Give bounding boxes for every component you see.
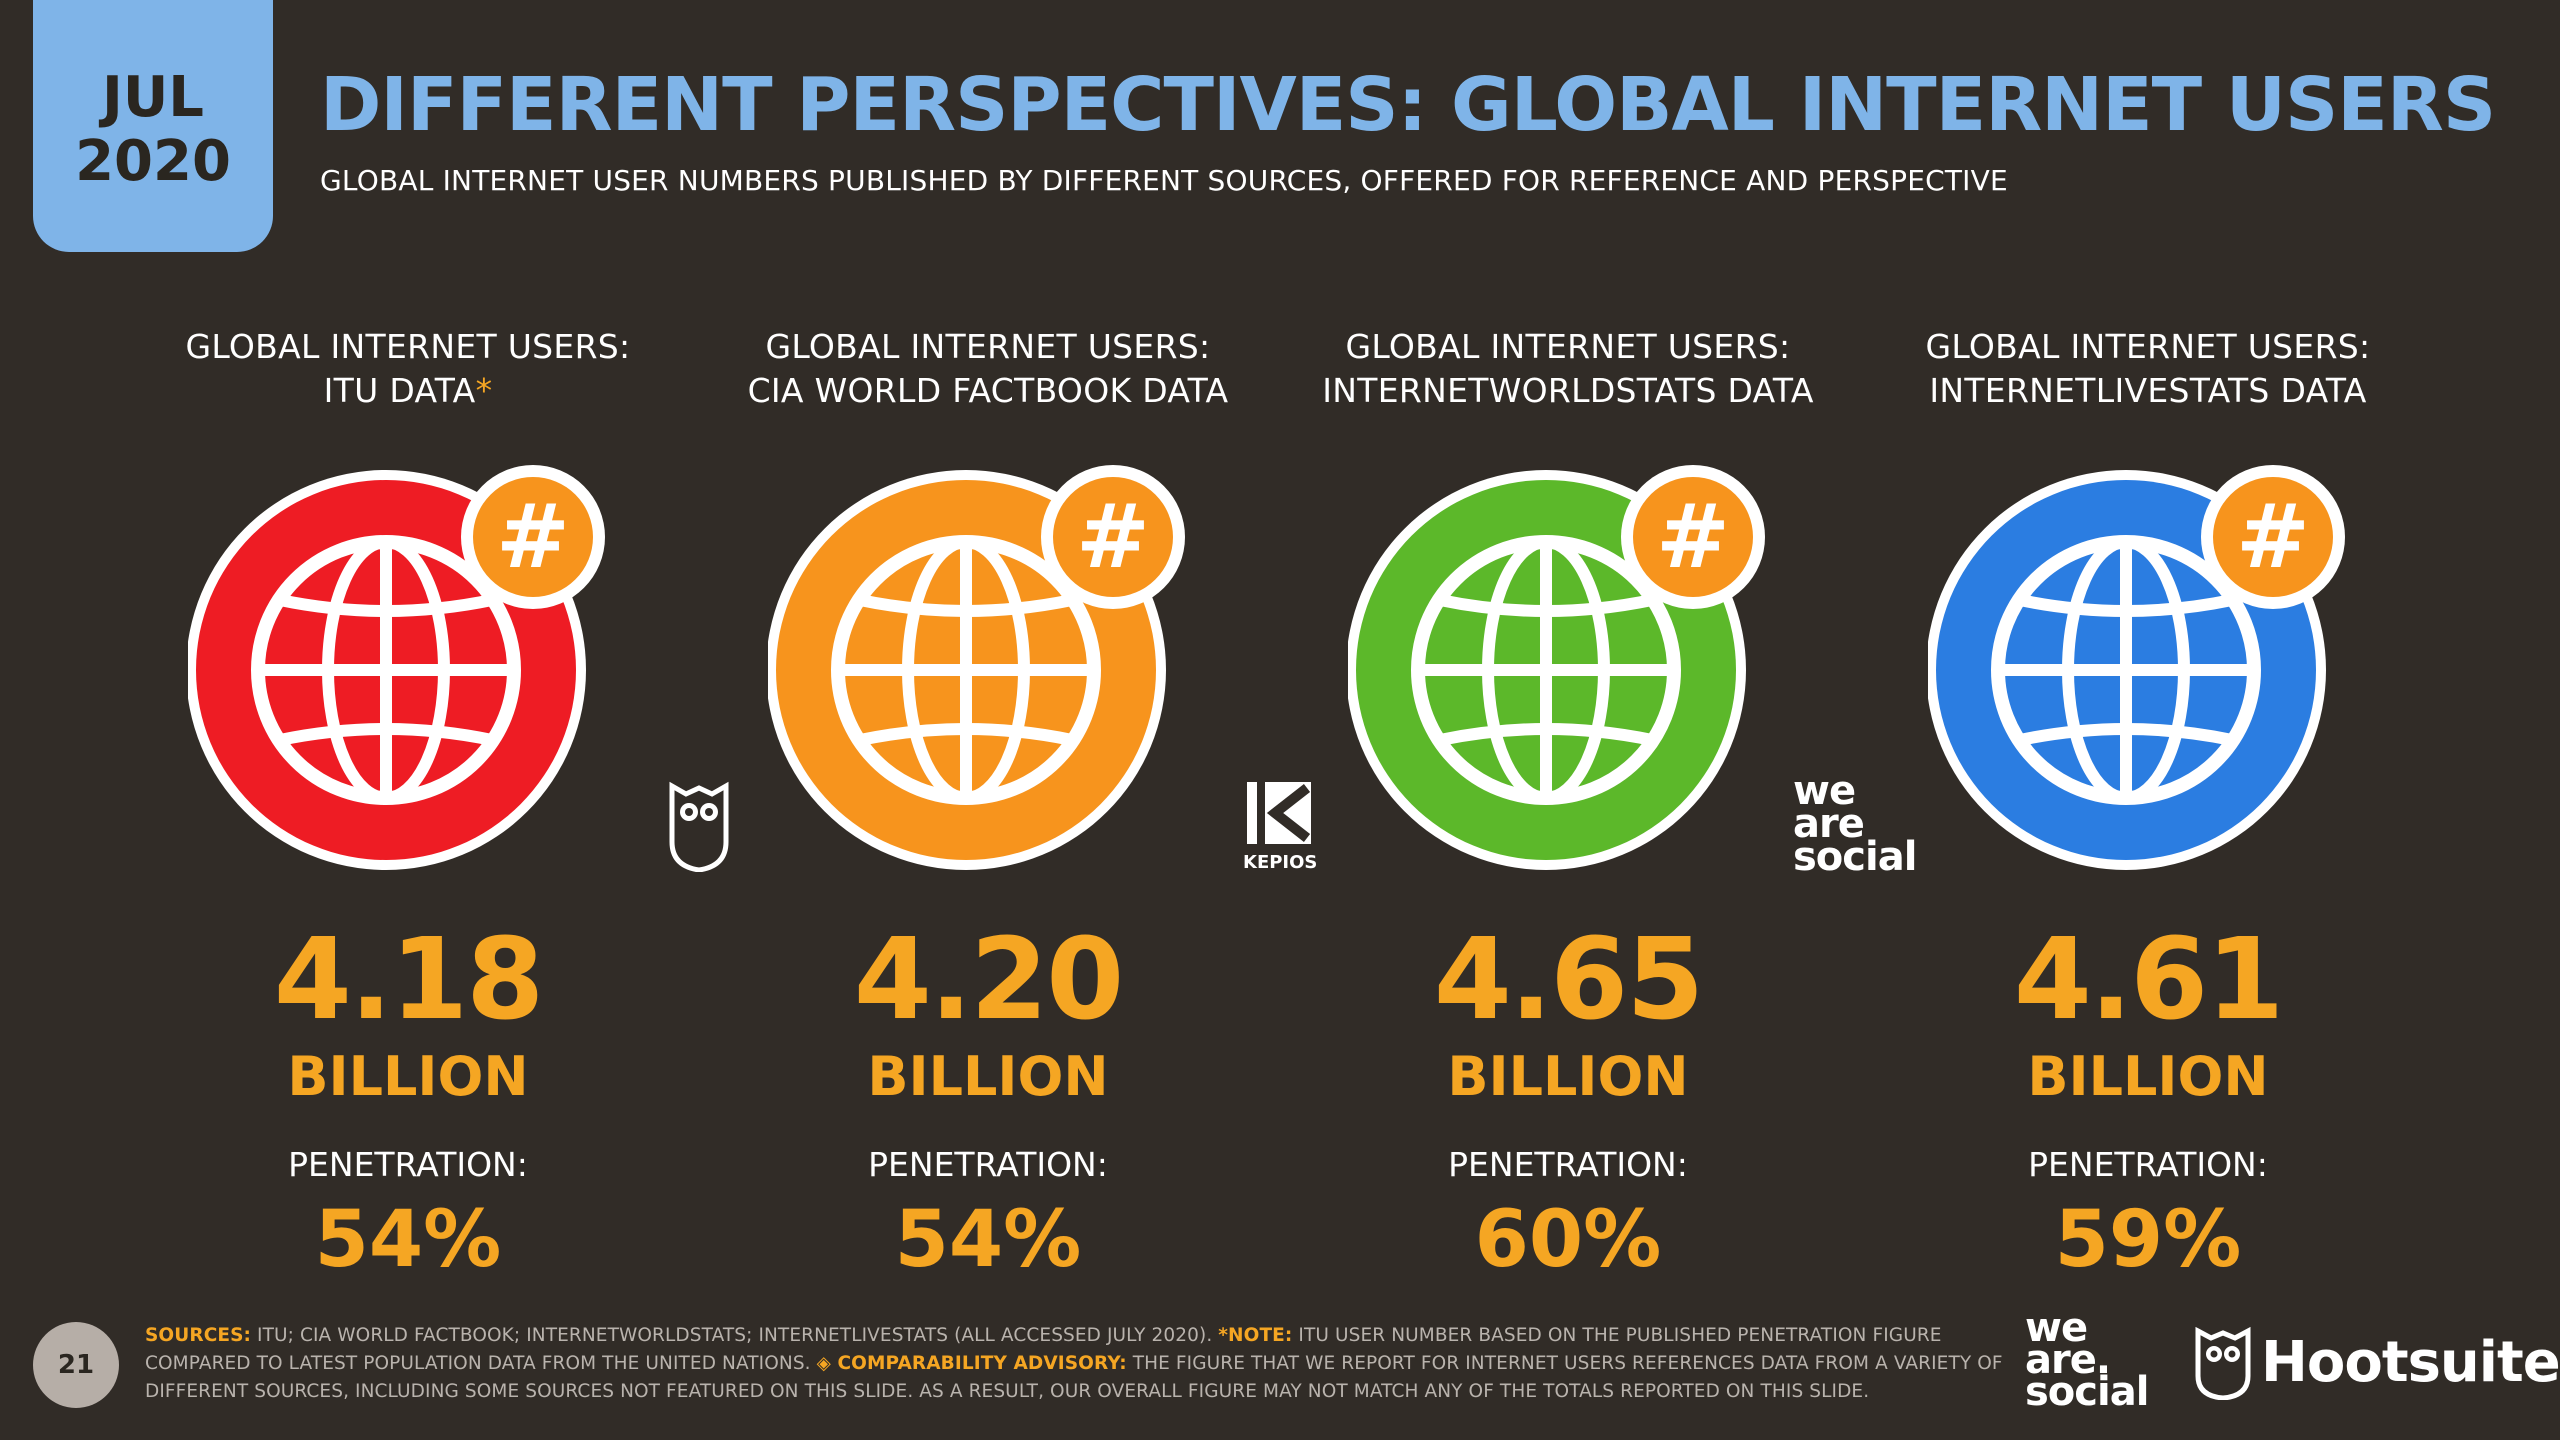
users-unit: BILLION xyxy=(1447,1045,1689,1108)
column-label-line2: ITU DATA* xyxy=(323,371,493,410)
date-tab: JUL 2020 xyxy=(33,0,273,252)
globe-icon: # xyxy=(188,465,605,870)
users-unit: BILLION xyxy=(287,1045,529,1108)
advisory-label: ◈ COMPARABILITY ADVISORY: xyxy=(816,1353,1127,1374)
we-are-social-brand-logo: we are. social xyxy=(2025,1305,2149,1415)
column-label-line2: INTERNETLIVESTATS DATA xyxy=(1929,371,2367,410)
column-label-line1: GLOBAL INTERNET USERS: xyxy=(765,327,1211,366)
users-value: 4.65 xyxy=(1433,915,1704,1045)
hash-badge-icon: # xyxy=(1076,485,1150,588)
page-subtitle: GLOBAL INTERNET USER NUMBERS PUBLISHED B… xyxy=(320,164,2008,197)
date-month: JUL xyxy=(102,65,204,130)
kepios-wordmark: KEPIOS xyxy=(1243,852,1318,873)
column-label-line1: GLOBAL INTERNET USERS: xyxy=(185,327,631,366)
penetration-label: PENETRATION: xyxy=(868,1145,1108,1184)
globe-icon: # xyxy=(768,465,1185,870)
column-label-line2: CIA WORLD FACTBOOK DATA xyxy=(747,371,1229,410)
owl-icon xyxy=(2195,1326,2251,1400)
hash-badge-icon: # xyxy=(1656,485,1730,588)
owl-logo-icon xyxy=(669,781,729,872)
logo-word: are xyxy=(1793,801,1865,847)
penetration-value: 60% xyxy=(1474,1195,1662,1285)
footer-sources: SOURCES: ITU; CIA WORLD FACTBOOK; INTERN… xyxy=(145,1322,2005,1406)
penetration-value: 59% xyxy=(2054,1195,2242,1285)
page-title: DIFFERENT PERSPECTIVES: GLOBAL INTERNET … xyxy=(320,62,2496,148)
column-label-line1: GLOBAL INTERNET USERS: xyxy=(1925,327,2371,366)
note-label: *NOTE: xyxy=(1218,1325,1293,1346)
users-value: 4.61 xyxy=(2013,915,2284,1045)
brand-word: are. xyxy=(2025,1337,2111,1383)
stat-column-internetlivestats: GLOBAL INTERNET USERS: INTERNETLIVESTATS… xyxy=(1868,325,2428,1285)
stat-column-internetworldstats: GLOBAL INTERNET USERS: INTERNETWORLDSTAT… xyxy=(1288,325,1848,1285)
logo-word: we xyxy=(1793,768,1856,814)
hash-badge-icon: # xyxy=(2236,485,2310,588)
users-value: 4.20 xyxy=(853,915,1124,1045)
brand-word: social xyxy=(2025,1369,2149,1415)
sources-text: ITU; CIA WORLD FACTBOOK; INTERNETWORLDST… xyxy=(251,1325,1219,1346)
note-text: ITU USER NUMBER BASED ON THE PUBLISHED P… xyxy=(145,1325,1942,1374)
footnote-marker: * xyxy=(475,371,493,410)
hootsuite-logo: Hootsuite ® xyxy=(2195,1325,2560,1400)
column-label-line2: INTERNETWORLDSTATS DATA xyxy=(1322,371,1814,410)
penetration-label: PENETRATION: xyxy=(1448,1145,1688,1184)
column-label-line1: GLOBAL INTERNET USERS: xyxy=(1345,327,1791,366)
penetration-value: 54% xyxy=(894,1195,1082,1285)
date-year: 2020 xyxy=(75,129,231,194)
globe-icon: # xyxy=(1928,465,2345,870)
we-are-social-logo: we are social xyxy=(1793,768,1917,880)
advisory-text: THE FIGURE THAT WE REPORT FOR INTERNET U… xyxy=(145,1353,2003,1402)
users-value: 4.18 xyxy=(273,915,544,1045)
stat-column-cia: GLOBAL INTERNET USERS: CIA WORLD FACTBOO… xyxy=(708,325,1268,1285)
penetration-value: 54% xyxy=(314,1195,502,1285)
penetration-label: PENETRATION: xyxy=(288,1145,528,1184)
page-number: 21 xyxy=(33,1322,119,1408)
logo-word: social xyxy=(1793,834,1917,880)
penetration-label: PENETRATION: xyxy=(2028,1145,2268,1184)
hash-badge-icon: # xyxy=(496,485,570,588)
users-unit: BILLION xyxy=(867,1045,1109,1108)
stat-column-itu: GLOBAL INTERNET USERS: ITU DATA* 4.18 BI… xyxy=(128,325,688,1285)
globe-icon: # xyxy=(1348,465,1765,870)
kepios-mark-icon xyxy=(1247,782,1311,844)
brand-word: we xyxy=(2025,1305,2088,1351)
hootsuite-wordmark: Hootsuite xyxy=(2261,1330,2560,1395)
users-unit: BILLION xyxy=(2027,1045,2269,1108)
kepios-logo: KEPIOS xyxy=(1243,780,1318,873)
sources-label: SOURCES: xyxy=(145,1325,252,1346)
